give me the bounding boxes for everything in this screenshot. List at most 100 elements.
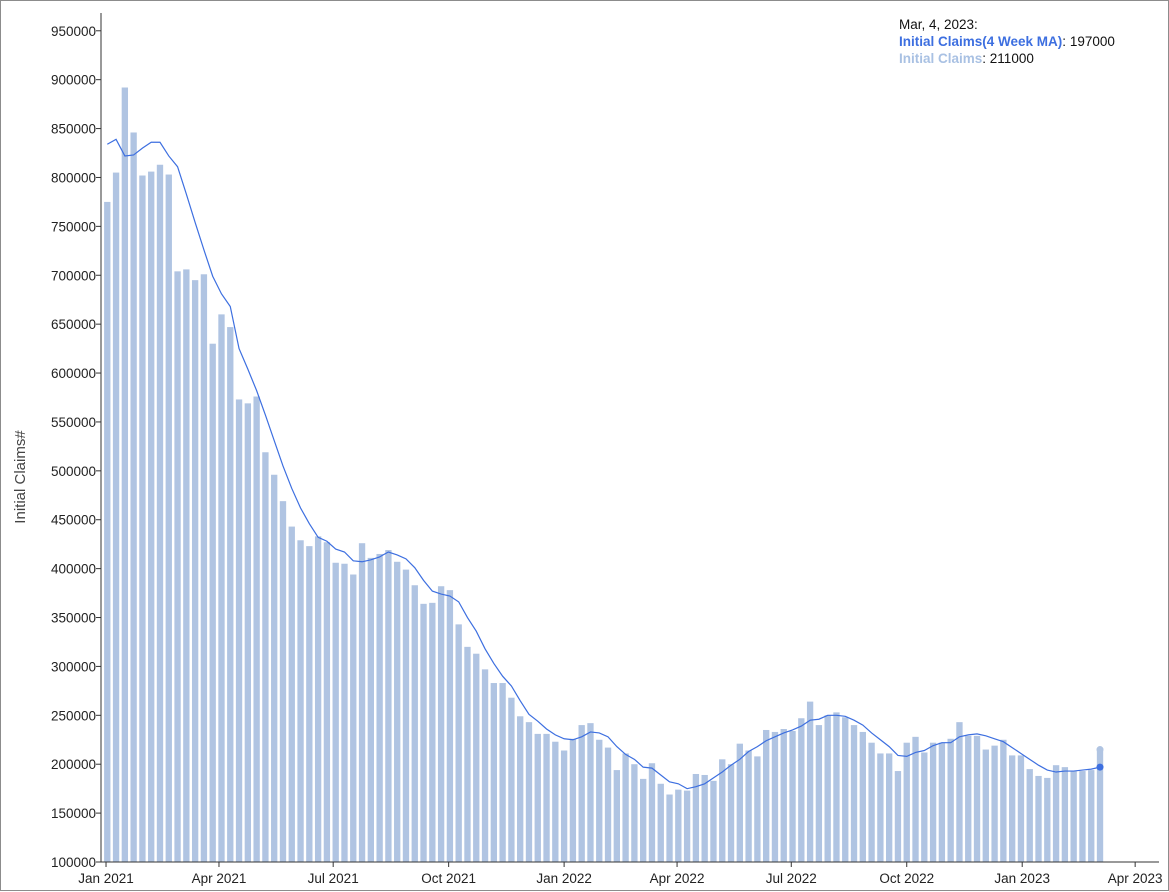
x-axis-ticks: Jan 2021 Apr 2021 Jul 2021 Oct 2021 Jan 2022… [78, 862, 1163, 886]
bar [763, 729, 770, 862]
bar [385, 550, 392, 862]
bar [1044, 777, 1051, 862]
bar [1035, 775, 1042, 862]
bar [710, 780, 717, 862]
bar [139, 175, 146, 862]
bar [613, 770, 620, 862]
bar [798, 718, 805, 862]
bar [842, 717, 849, 862]
bar [279, 501, 287, 862]
bar [991, 745, 998, 862]
y-tick-label: 500000 [51, 464, 96, 479]
bar [982, 749, 989, 862]
bar [701, 774, 708, 862]
bar [692, 773, 700, 862]
y-tick-label: 450000 [51, 513, 96, 528]
bar [956, 722, 963, 862]
bar [1061, 767, 1069, 862]
bar [446, 590, 454, 862]
bar [622, 753, 629, 862]
hover-tooltip: Mar, 4, 2023: Initial Claims(4 Week MA):… [899, 16, 1115, 67]
bar [481, 669, 489, 862]
bar [112, 172, 120, 862]
bar [1070, 771, 1077, 862]
bar [323, 542, 331, 862]
tooltip-ma-label: Initial Claims(4 Week MA) [899, 34, 1063, 49]
bar [174, 271, 181, 863]
y-tick-label: 300000 [51, 659, 96, 674]
bar [587, 723, 594, 862]
bar [657, 783, 664, 862]
bar [973, 735, 981, 862]
hover-ma-marker [1096, 763, 1104, 771]
bar [815, 725, 823, 862]
x-tick-label: Jul 2022 [766, 871, 817, 886]
bar [262, 452, 269, 862]
bar [200, 274, 208, 862]
bar [517, 716, 524, 862]
bar [631, 764, 638, 862]
bar [569, 738, 577, 862]
bar [727, 764, 735, 862]
bar [358, 543, 366, 862]
y-tick-label: 750000 [51, 219, 96, 234]
bar [683, 790, 691, 862]
bar [754, 756, 761, 862]
y-tick-label: 700000 [51, 268, 96, 283]
bar [578, 725, 585, 862]
y-axis-ticks: 950000 900000 850000 800000 750000 700000 6500… [51, 24, 101, 870]
bar [824, 715, 831, 862]
bar [508, 697, 515, 862]
x-tick-label: Apr 2023 [1108, 871, 1163, 886]
bar [473, 653, 480, 862]
bar-series [104, 87, 1104, 863]
y-tick-label: 600000 [51, 366, 96, 381]
bar [420, 603, 427, 862]
hover-bar-marker [1096, 746, 1104, 754]
bar [903, 742, 910, 862]
tooltip-ma-row: Initial Claims(4 Week MA): 197000 [899, 34, 1115, 49]
bar [780, 729, 787, 862]
y-tick-label: 200000 [51, 757, 96, 772]
bar [411, 585, 418, 862]
bar [332, 562, 339, 862]
bar [965, 735, 972, 862]
bar [218, 314, 225, 862]
bar [156, 164, 164, 862]
bar [543, 733, 550, 862]
bar [464, 646, 471, 862]
y-tick-label: 400000 [51, 562, 96, 577]
bar [789, 730, 796, 862]
x-tick-label: Oct 2022 [879, 871, 934, 886]
y-tick-label: 100000 [51, 855, 96, 870]
bar [1026, 769, 1033, 862]
y-tick-label: 550000 [51, 415, 96, 430]
bar [394, 561, 401, 862]
bar [886, 753, 893, 862]
bar [1000, 739, 1007, 862]
bar [306, 546, 313, 862]
bar [736, 743, 743, 862]
bar [912, 736, 919, 862]
bar [604, 747, 612, 862]
tooltip-ic-value: 211000 [989, 51, 1034, 66]
bar [560, 750, 568, 862]
bar [235, 399, 243, 862]
y-tick-label: 150000 [51, 806, 96, 821]
bar [227, 327, 234, 863]
bar [868, 742, 875, 862]
x-tick-label: Oct 2021 [421, 871, 476, 886]
bar [288, 526, 295, 862]
y-tick-label: 950000 [51, 24, 96, 39]
bar [1009, 755, 1016, 862]
bar [947, 738, 954, 862]
moving-average-line [106, 138, 1101, 790]
x-tick-label: Jul 2021 [308, 871, 359, 886]
bar [806, 701, 814, 862]
bar [859, 731, 866, 862]
bar [938, 742, 946, 862]
bar [244, 403, 252, 862]
bar [490, 683, 497, 862]
bar [121, 87, 129, 862]
